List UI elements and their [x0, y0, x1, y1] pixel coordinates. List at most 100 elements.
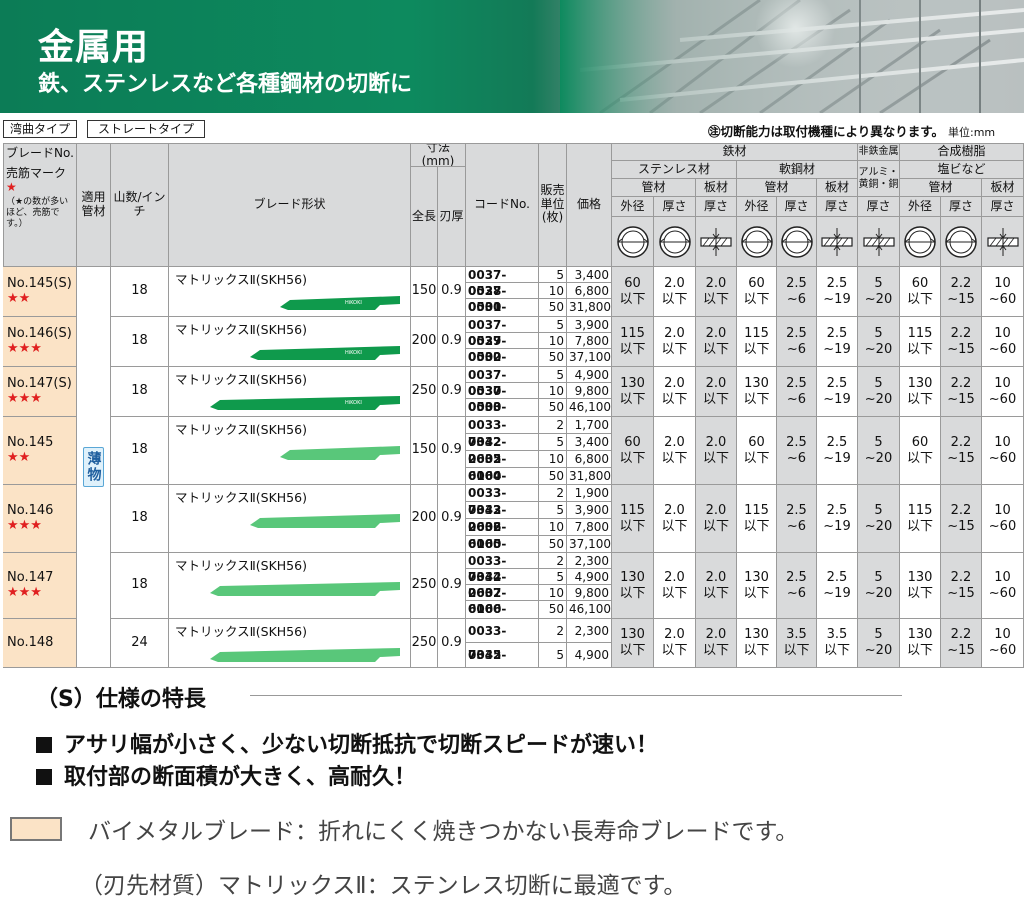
blade-number: No.147(S) — [7, 375, 72, 391]
selling-stars: ★★ — [7, 290, 31, 306]
header-dimension-label: 厚さ — [817, 197, 858, 217]
cutting-capacity: 115 以下 — [737, 317, 777, 367]
cutting-capacity: 60 以下 — [900, 417, 941, 485]
cutting-capacity: 2.5 ~6 — [777, 553, 817, 619]
blade-image: HiKOKI — [250, 346, 400, 361]
header-code: コードNo. — [466, 143, 539, 267]
blade-shape-label: マトリックスⅡ(SKH56) — [175, 372, 307, 387]
price: 4,900 — [574, 648, 609, 662]
price: 6,800 — [567, 451, 611, 468]
cutting-capacity: 2.0 以下 — [654, 317, 696, 367]
header-icon-cell — [900, 217, 941, 267]
teeth-per-inch: 18 — [111, 485, 169, 553]
header-blade-no: ブレードNo. 売筋マーク ★ （★の数が多いほど、売筋です。） — [3, 143, 77, 267]
pipe-cross-section-icon — [740, 225, 773, 258]
price: 7,800 — [567, 519, 611, 536]
plate-thickness-icon — [986, 227, 1019, 256]
page-title: 金属用 — [38, 27, 150, 68]
feature-bullet-1-text: アサリ幅が小さく、少ない切断抵抗で切断スピードが速い！ — [64, 733, 659, 758]
prices: 3,400 6,800 31,800 — [567, 267, 612, 317]
blade-shape-label: マトリックスⅡ(SKH56) — [175, 490, 307, 505]
header-mild-plate: 板材 — [817, 179, 858, 197]
cutting-capacity: 60 以下 — [900, 267, 941, 317]
blade-number-cell: No.146(S) ★★★ — [3, 317, 77, 367]
sales-unit: 2 — [539, 485, 566, 502]
cutting-capacity: 5 ~20 — [858, 619, 900, 668]
header-dimension: 寸法(mm) — [411, 143, 466, 167]
pipe-cross-section-icon — [658, 225, 691, 258]
blade-number-cell: No.148 — [3, 619, 77, 668]
product-code: 0037-0532 — [466, 333, 538, 364]
price: 4,900 — [567, 569, 611, 585]
header-resin: 合成樹脂 — [900, 143, 1024, 161]
cutting-capacity: 130 以下 — [900, 553, 941, 619]
product-code: 0033-7345 — [466, 619, 538, 662]
blade-image: HiKOKI — [210, 396, 400, 411]
prices: 1,900 3,900 7,800 37,100 — [567, 485, 612, 553]
blade-image — [210, 582, 400, 597]
bullet-square-icon — [36, 769, 52, 785]
product-code: 0032-6164 — [466, 451, 538, 483]
header-selling-mark: 売筋マーク — [6, 165, 67, 180]
plate-thickness-icon — [862, 227, 895, 256]
cutting-capacity: 10 ~60 — [982, 417, 1024, 485]
blade-thickness: 0.9 — [438, 553, 466, 619]
svg-text:HiKOKI: HiKOKI — [345, 400, 362, 406]
pipe-cross-section-icon — [780, 225, 813, 258]
cutting-capacity: 5 ~20 — [858, 417, 900, 485]
cutting-capacity: 10 ~60 — [982, 367, 1024, 417]
pipe-cross-section-icon — [904, 225, 936, 258]
sales-unit: 10 — [539, 283, 566, 299]
blade-thickness: 0.9 — [438, 619, 466, 668]
material-cell: 薄物 — [77, 267, 111, 668]
sales-unit: 50 — [548, 469, 564, 483]
header-blade-no-label: ブレードNo. — [6, 146, 74, 160]
selling-stars: ★★★ — [7, 390, 42, 406]
sales-unit: 50 — [548, 602, 564, 616]
header-dimension-label: 外径 — [900, 197, 941, 217]
blade-spec-table: ブレードNo. 売筋マーク ★ （★の数が多いほど、売筋です。） 適用管材 山数… — [3, 143, 1024, 668]
blade-number: No.146 — [7, 502, 54, 518]
product-code: 0032-2605 — [466, 434, 538, 466]
sales-unit: 5 — [539, 367, 566, 383]
teeth-per-inch: 18 — [111, 267, 169, 317]
price: 2,300 — [567, 619, 611, 643]
blade-shape-cell: マトリックスⅡ(SKH56) — [169, 485, 411, 553]
blade-image: HiKOKI — [280, 296, 400, 311]
cutting-capacity: 2.0 以下 — [696, 317, 737, 367]
sales-unit: 10 — [539, 585, 566, 601]
price: 1,700 — [567, 417, 611, 434]
tab-bent-type[interactable]: 湾曲タイプ — [3, 120, 77, 138]
blade-image — [250, 514, 400, 529]
header-icon-cell — [612, 217, 654, 267]
prices: 1,700 3,400 6,800 31,800 — [567, 417, 612, 485]
header-dimension-label: 外径 — [612, 197, 654, 217]
header-dimension-label: 厚さ — [654, 197, 696, 217]
factory-ceiling-photo — [560, 0, 1024, 113]
blade-number: No.147 — [7, 569, 54, 585]
blade-number-cell: No.147(S) ★★★ — [3, 367, 77, 417]
sales-unit: 5 — [539, 267, 566, 283]
tab-straight-type[interactable]: ストレートタイプ — [87, 120, 205, 138]
selling-stars: ★★★ — [7, 584, 42, 600]
teeth-per-inch: 24 — [111, 619, 169, 668]
sales-unit: 10 — [539, 451, 566, 468]
material-legend-text: （刃先材質）マトリックスⅡ：ステンレス切断に最適です。 — [80, 873, 687, 899]
sales-unit: 50 — [548, 537, 564, 551]
cutting-capacity: 2.5 ~19 — [817, 367, 858, 417]
blade-shape-cell: マトリックスⅡ(SKH56) HiKOKI — [169, 317, 411, 367]
cutting-capacity: 2.5 ~6 — [777, 367, 817, 417]
blade-number-cell: No.147 ★★★ — [3, 553, 77, 619]
blade-thickness: 0.9 — [438, 417, 466, 485]
cutting-capacity: 5 ~20 — [858, 267, 900, 317]
product-code: 0000-4416 — [468, 469, 507, 483]
cutting-capacity: 2.2 ~15 — [941, 267, 982, 317]
sales-unit: 5 — [556, 648, 564, 662]
cutting-capacity: 2.5 ~19 — [817, 417, 858, 485]
blade-length: 200 — [411, 485, 438, 553]
cutting-capacity: 2.5 ~6 — [777, 417, 817, 485]
